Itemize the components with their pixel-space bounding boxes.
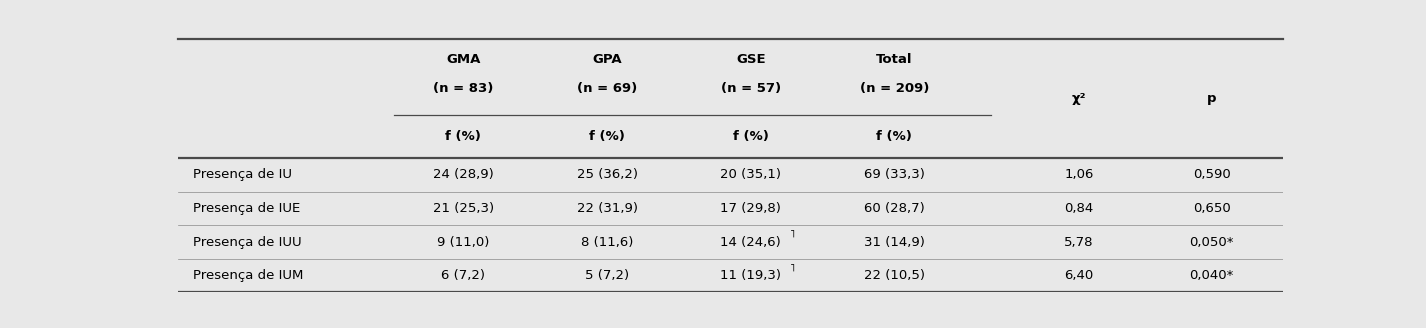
Text: ˥: ˥ [790, 264, 796, 274]
Text: 5,78: 5,78 [1064, 236, 1094, 249]
Text: 0,050*: 0,050* [1189, 236, 1233, 249]
Text: 69 (33,3): 69 (33,3) [864, 168, 925, 181]
Text: 17 (29,8): 17 (29,8) [720, 202, 781, 215]
Text: GPA: GPA [592, 53, 622, 66]
Text: GSE: GSE [736, 53, 766, 66]
Text: f (%): f (%) [733, 130, 769, 143]
Text: 22 (10,5): 22 (10,5) [864, 269, 925, 282]
Text: 31 (14,9): 31 (14,9) [864, 236, 925, 249]
Text: (n = 83): (n = 83) [434, 82, 493, 95]
Text: 0,84: 0,84 [1064, 202, 1094, 215]
Text: Total: Total [876, 53, 913, 66]
Text: Presença de IUE: Presença de IUE [193, 202, 299, 215]
Text: 14 (24,6): 14 (24,6) [720, 236, 781, 249]
Text: p: p [1206, 92, 1216, 105]
Text: GMA: GMA [446, 53, 481, 66]
Text: 6,40: 6,40 [1064, 269, 1094, 282]
Text: (n = 57): (n = 57) [720, 82, 781, 95]
Text: 5 (7,2): 5 (7,2) [585, 269, 629, 282]
Text: Presença de IUU: Presença de IUU [193, 236, 301, 249]
Text: (n = 69): (n = 69) [578, 82, 637, 95]
Text: 22 (31,9): 22 (31,9) [576, 202, 637, 215]
Text: 8 (11,6): 8 (11,6) [580, 236, 633, 249]
Text: χ²: χ² [1072, 92, 1087, 105]
Text: 25 (36,2): 25 (36,2) [576, 168, 637, 181]
Text: 1,06: 1,06 [1064, 168, 1094, 181]
Text: Presença de IU: Presença de IU [193, 168, 291, 181]
Text: ˥: ˥ [790, 230, 796, 240]
Text: (n = 209): (n = 209) [860, 82, 930, 95]
Text: f (%): f (%) [445, 130, 482, 143]
Text: 0,590: 0,590 [1192, 168, 1231, 181]
Text: 6 (7,2): 6 (7,2) [442, 269, 485, 282]
Text: Presença de IUM: Presença de IUM [193, 269, 302, 282]
Text: 20 (35,1): 20 (35,1) [720, 168, 781, 181]
Text: f (%): f (%) [589, 130, 625, 143]
Text: 9 (11,0): 9 (11,0) [438, 236, 489, 249]
Text: 0,650: 0,650 [1192, 202, 1231, 215]
Text: 24 (28,9): 24 (28,9) [434, 168, 493, 181]
Text: 60 (28,7): 60 (28,7) [864, 202, 925, 215]
Text: f (%): f (%) [877, 130, 913, 143]
Text: 0,040*: 0,040* [1189, 269, 1233, 282]
Text: 11 (19,3): 11 (19,3) [720, 269, 781, 282]
Text: 21 (25,3): 21 (25,3) [434, 202, 493, 215]
